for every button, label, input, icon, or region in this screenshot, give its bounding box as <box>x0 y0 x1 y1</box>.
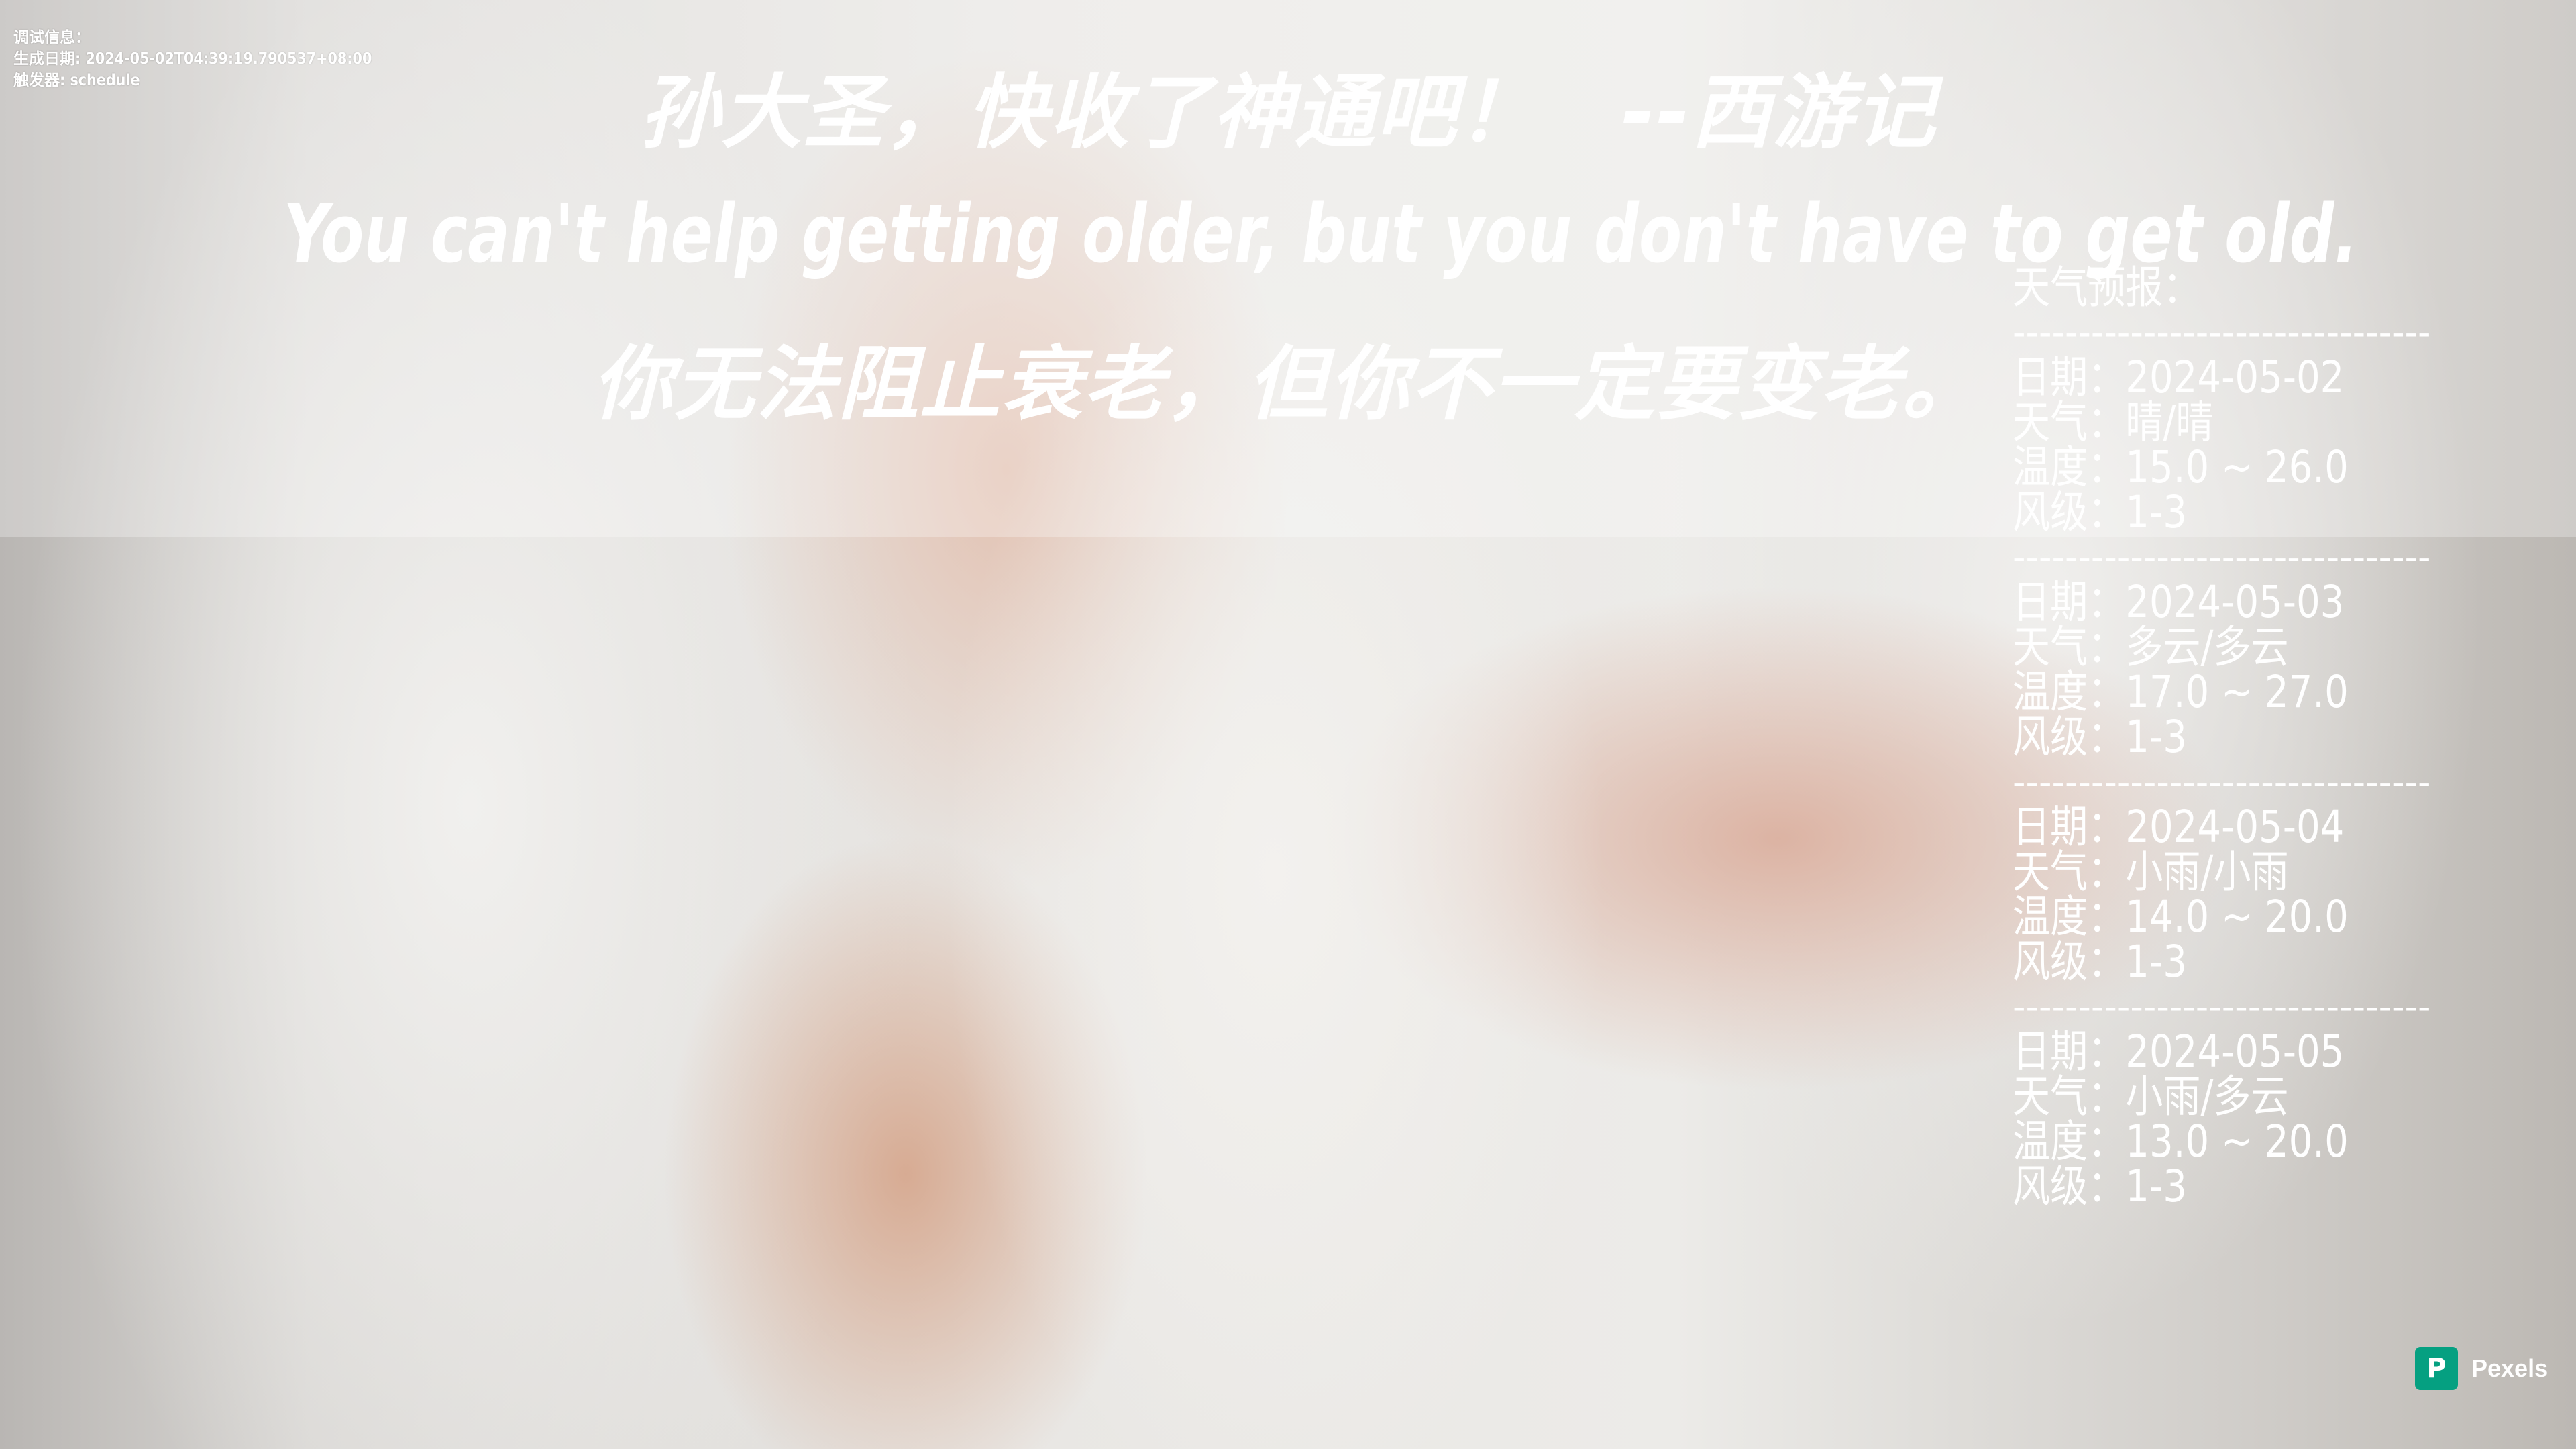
weather-day-condition: 天气：小雨/多云 <box>2012 1071 2289 1122</box>
debug-info: 调试信息： 生成日期: 2024-05-02T04:39:19.790537+0… <box>13 27 372 91</box>
pexels-credit[interactable]: P Pexels <box>2415 1347 2548 1390</box>
weather-day-date: 日期：2024-05-02 <box>2012 352 2345 403</box>
pexels-logo-icon: P <box>2415 1347 2458 1390</box>
weather-day-condition: 天气：多云/多云 <box>2012 621 2289 673</box>
debug-generated-date: 生成日期: 2024-05-02T04:39:19.790537+08:00 <box>13 50 372 68</box>
quote-english: You can't help getting older, but you do… <box>283 188 2359 281</box>
weather-day-condition: 天气：晴/晴 <box>2012 396 2214 448</box>
weather-day-temperature: 温度：15.0 ~ 26.0 <box>2012 441 2349 493</box>
weather-day-condition: 天气：小雨/小雨 <box>2012 846 2289 898</box>
weather-day-wind: 风级：1-3 <box>2012 711 2187 763</box>
weather-day-temperature: 温度：14.0 ~ 20.0 <box>2012 891 2349 943</box>
weather-separator: -------------------------------- <box>2012 761 2431 803</box>
debug-trigger: 触发器: schedule <box>13 72 140 89</box>
quote-chinese-title: 孙大圣，快收了神通吧！ --西游记 <box>639 66 1937 160</box>
weather-title: 天气预报： <box>2012 262 2201 313</box>
debug-label: 调试信息： <box>13 29 91 46</box>
weather-day-date: 日期：2024-05-03 <box>2012 576 2345 628</box>
weather-day-date: 日期：2024-05-05 <box>2012 1026 2345 1077</box>
weather-day-date: 日期：2024-05-04 <box>2012 801 2345 853</box>
weather-day-wind: 风级：1-3 <box>2012 486 2187 538</box>
weather-separator: -------------------------------- <box>2012 985 2431 1028</box>
weather-day-wind: 风级：1-3 <box>2012 936 2187 987</box>
weather-day-temperature: 温度：13.0 ~ 20.0 <box>2012 1116 2349 1167</box>
weather-day-temperature: 温度：17.0 ~ 27.0 <box>2012 666 2349 718</box>
quote-chinese-translation: 你无法阻止衰老，但你不一定要变老。 <box>592 338 1984 431</box>
quote-banner <box>0 0 2576 537</box>
pexels-label: Pexels <box>2471 1354 2548 1382</box>
weather-separator: -------------------------------- <box>2012 536 2431 578</box>
weather-separator: -------------------------------- <box>2012 311 2431 354</box>
weather-forecast: 天气预报： -------------------------------- 日… <box>2012 265 2442 1209</box>
weather-day-wind: 风级：1-3 <box>2012 1161 2187 1212</box>
